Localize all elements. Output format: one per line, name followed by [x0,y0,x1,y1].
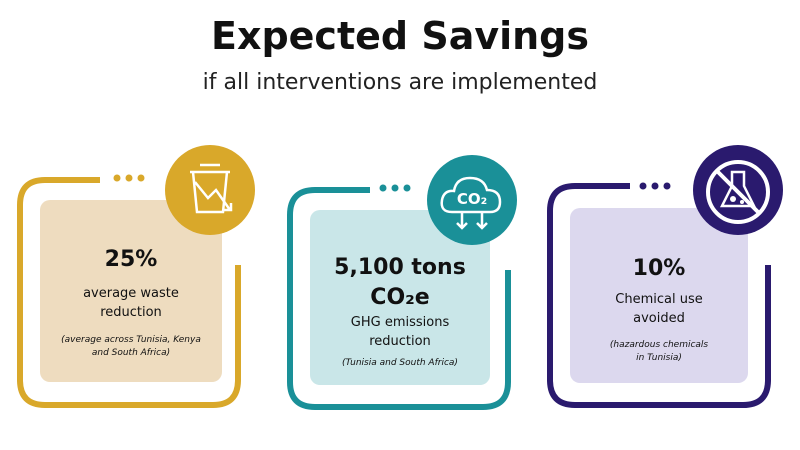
card-value: 5,100 tons CO₂e [334,255,466,310]
card-note: (average across Tunisia, Kenya and South… [61,335,201,358]
icon-label: CO₂ [456,190,488,208]
card-label: average waste reduction [83,286,179,320]
card-label: GHG emissions reduction [350,315,450,349]
card-frame [17,145,255,408]
card-value: 25% [104,247,158,272]
card-note: (hazardous chemicals in Tunisia) [609,340,709,363]
card-frame [547,145,783,408]
card-value: 10% [632,256,686,281]
subtitle: if all interventions are implemented [202,70,598,95]
card-note: (Tunisia and South Africa) [342,358,458,368]
card-frame [287,155,517,410]
card-label: Chemical use avoided [615,292,703,326]
title: Expected Savings [210,14,589,58]
